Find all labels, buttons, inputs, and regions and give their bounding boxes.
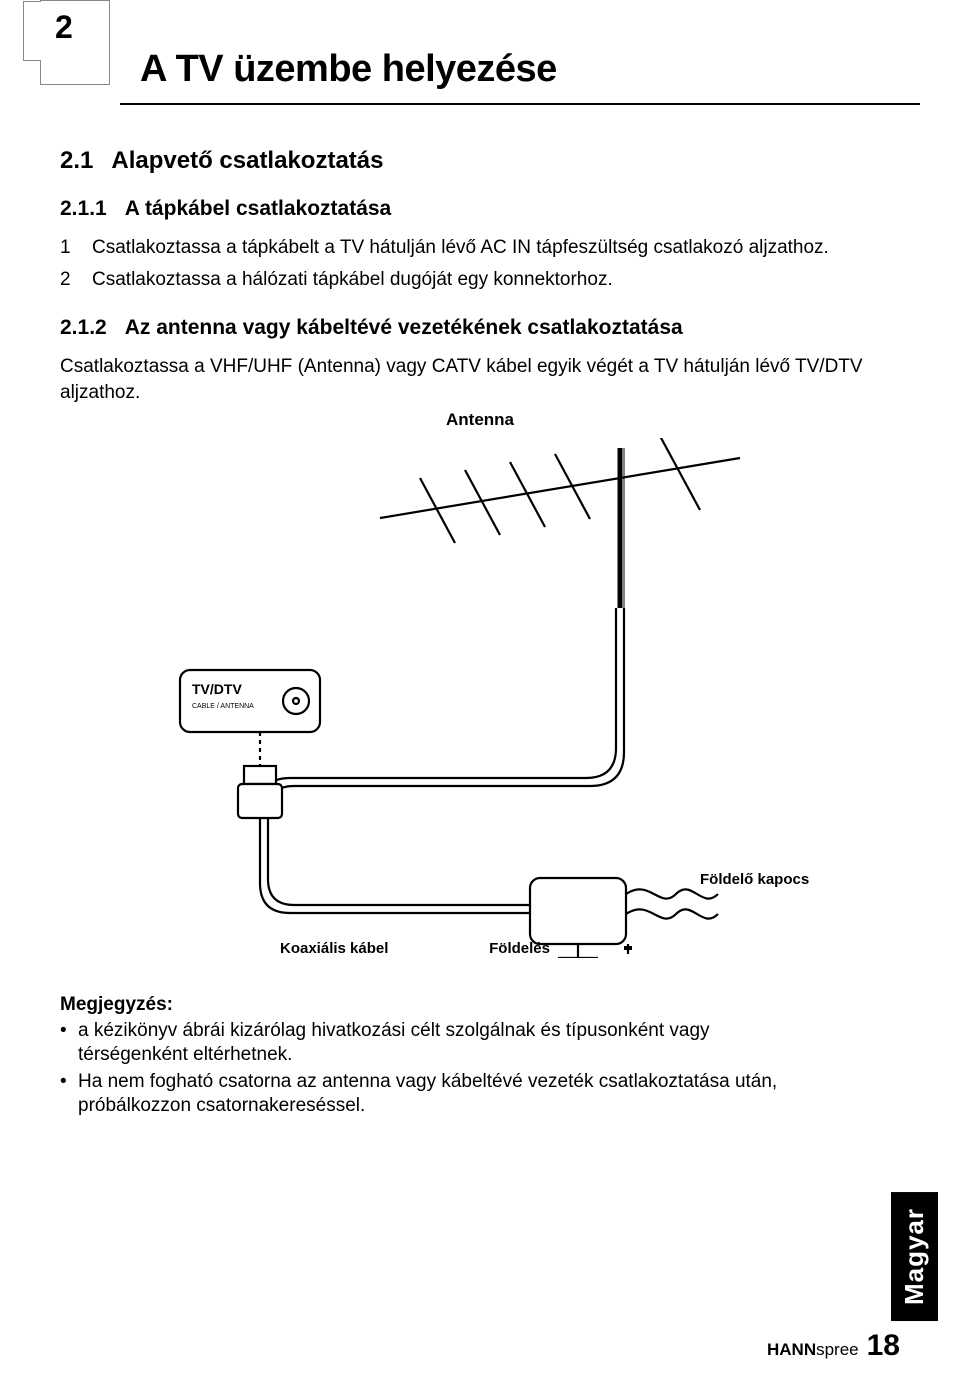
coax-label: Koaxiális kábel (280, 940, 388, 957)
port-label-bottom: CABLE / ANTENNA (192, 703, 254, 710)
chapter-number: 2 (41, 1, 109, 46)
diagram-antenna-label: Antenna (60, 410, 900, 430)
section-title: A tápkábel csatlakoztatása (125, 197, 392, 220)
step-text: Csatlakoztassa a hálózati tápkábel dugój… (92, 267, 613, 293)
list-item: 2 Csatlakoztassa a hálózati tápkábel dug… (60, 267, 900, 293)
section-title: Alapvető csatlakoztatás (111, 147, 383, 174)
list-item: 1 Csatlakoztassa a tápkábelt a TV hátulj… (60, 235, 900, 261)
footer-brand: HANNspree (767, 1340, 859, 1360)
step-text: Csatlakoztassa a tápkábelt a TV hátulján… (92, 235, 829, 261)
section-heading-2-1-2: 2.1.2 Az antenna vagy kábeltévé vezetékén… (60, 316, 900, 340)
page-footer: HANNspree 18 (767, 1329, 900, 1363)
chapter-tab-notch (23, 1, 41, 61)
brand-light: spree (816, 1340, 859, 1359)
chapter-tab: 2 (40, 0, 110, 85)
chapter-title: A TV üzembe helyezése (140, 48, 900, 91)
brand-bold: HANN (767, 1340, 816, 1359)
note-title: Megjegyzés: (60, 993, 790, 1017)
language-side-tab: Magyar (891, 1192, 938, 1321)
note-text: a kézikönyv ábrái kizárólag hivatkozási … (78, 1019, 790, 1068)
bullet-icon: • (60, 1070, 78, 1119)
bullet-icon: • (60, 1019, 78, 1068)
note-box: Megjegyzés: •a kézikönyv ábrái kizárólag… (60, 993, 900, 1119)
section-heading-2-1-1: 2.1.1 A tápkábel csatlakoztatása (60, 197, 900, 221)
note-text: Ha nem fogható csatorna az antenna vagy … (78, 1070, 790, 1119)
section-num: 2.1.1 (60, 197, 107, 221)
ground-label: Földelés (489, 940, 550, 957)
note-item: •a kézikönyv ábrái kizárólag hivatkozási… (60, 1019, 790, 1068)
antenna-diagram: TV/DTV CABLE / ANTENNA Földelő kapocs Ko… (60, 438, 900, 963)
ground-clamp-label: Földelő kapocs (700, 871, 809, 888)
step-number: 1 (60, 235, 92, 261)
steps-list: 1 Csatlakoztassa a tápkábelt a TV hátulj… (60, 235, 900, 292)
page-number: 18 (867, 1329, 900, 1363)
port-label-top: TV/DTV (192, 681, 242, 697)
section-num: 2.1 (60, 147, 93, 175)
section-num: 2.1.2 (60, 316, 107, 340)
step-number: 2 (60, 267, 92, 293)
body-paragraph: Csatlakoztassa a VHF/UHF (Antenna) vagy … (60, 354, 900, 405)
section-heading-2-1: 2.1 Alapvető csatlakoztatás (60, 147, 900, 175)
note-item: •Ha nem fogható csatorna az antenna vagy… (60, 1070, 790, 1119)
diagram-svg: TV/DTV CABLE / ANTENNA Földelő kapocs Ko… (60, 438, 900, 958)
title-underline (120, 103, 920, 105)
section-title: Az antenna vagy kábeltévé vezetékének cs… (125, 316, 683, 339)
